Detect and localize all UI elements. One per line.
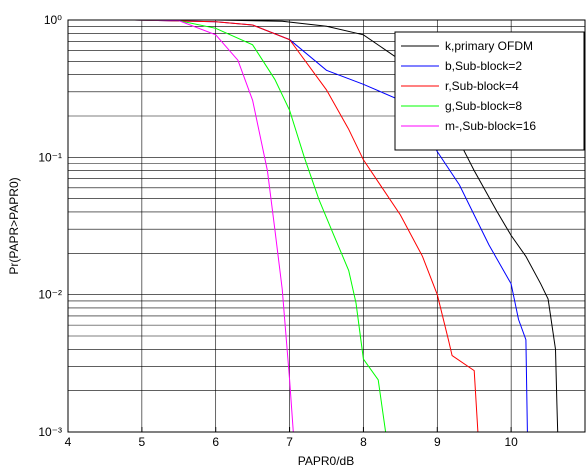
y-tick-label: 10⁻³ [38,425,62,439]
y-tick-label: 10⁻¹ [38,150,62,164]
y-tick-label: 10⁰ [44,13,62,27]
legend-label: g,Sub-block=8 [445,99,522,113]
x-tick-label: 10 [504,435,518,449]
x-tick-label: 7 [286,435,293,449]
x-tick-label: 4 [65,435,72,449]
series-line [134,20,294,432]
labels: 4 5 6 7 8 9 10 10⁰ 10⁻¹ 10⁻² 10⁻³ [38,13,518,449]
legend-label: b,Sub-block=2 [445,59,522,73]
y-axis-label: Pr(PAPR>PAPR0) [7,177,21,274]
legend-box [394,31,585,151]
legend-label: r,Sub-block=4 [445,79,519,93]
legend-label: m-,Sub-block=16 [445,119,536,133]
y-tick-label: 10⁻² [38,288,62,302]
series-line [134,20,559,432]
series-line [134,20,387,432]
series-line [134,20,479,432]
legend: k,primary OFDM b,Sub-block=2 r,Sub-block=4… [394,31,585,151]
axes-box [67,19,586,433]
x-tick-label: 6 [212,435,219,449]
x-axis-label: PAPR0/dB [298,454,354,468]
legend-label: k,primary OFDM [445,39,533,53]
x-tick-label: 8 [360,435,367,449]
x-tick-label: 5 [139,435,146,449]
x-tick-label: 9 [434,435,441,449]
